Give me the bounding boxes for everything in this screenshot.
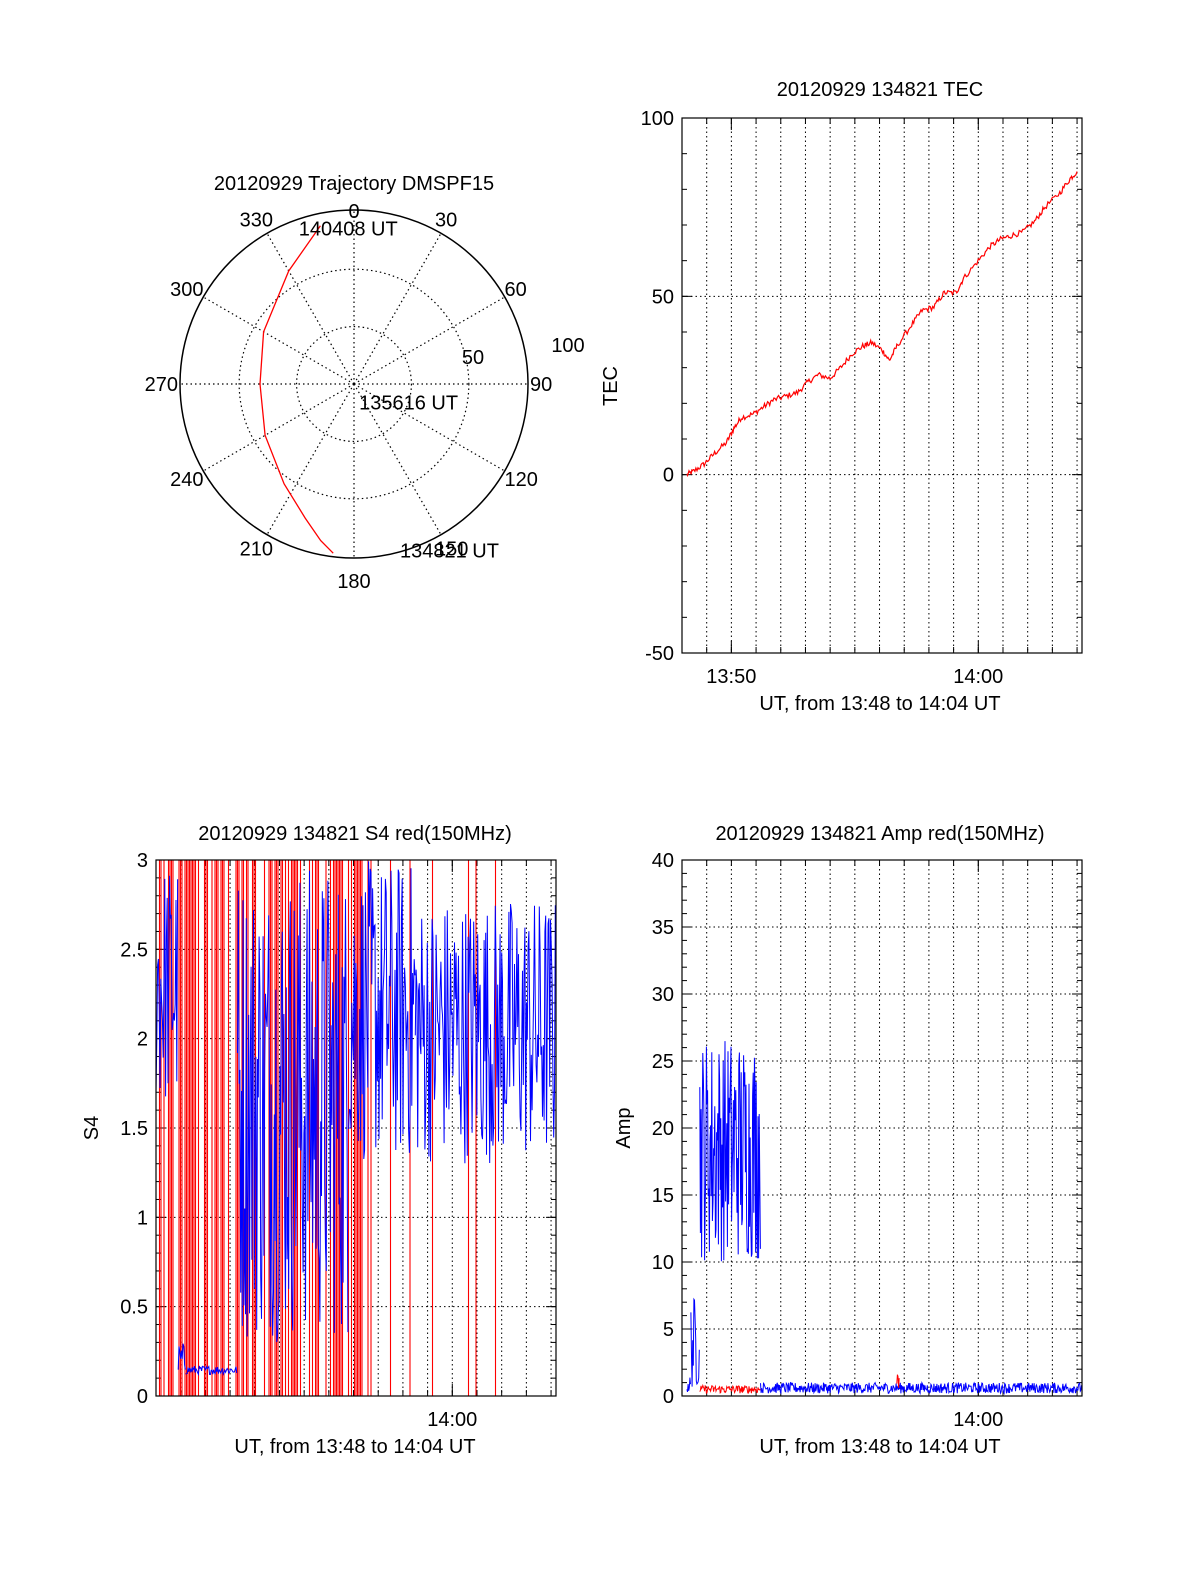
y-tick-label: 35 [652, 917, 674, 939]
s4-blue-series [185, 1365, 238, 1377]
polar-angle-ticks: 0 30 60 90 120 150 180 210 240 270 300 330 [145, 201, 553, 593]
polar-spoke-300 [203, 296, 355, 385]
s4-blue-series [348, 861, 416, 1160]
polar-spoke-240 [203, 383, 355, 472]
amp-red-series [699, 1383, 761, 1395]
trajectory-title: 20120929 Trajectory DMSPF15 [214, 173, 494, 195]
amp-blue-series [686, 1377, 691, 1393]
polar-radial-ticks: 50 100 [462, 335, 585, 369]
trajectory-track [259, 225, 334, 554]
x-tick-label: 14:00 [953, 1409, 1003, 1431]
trajectory-time-label: 134821 UT [400, 540, 499, 562]
polar-angle-tick: 60 [505, 279, 527, 301]
polar-angle-tick: 240 [170, 469, 203, 491]
trajectory-polar-panel: 20120929 Trajectory DMSPF15 0 30 60 90 120 15… [145, 173, 585, 593]
amp-ylabel: Amp [613, 1107, 635, 1148]
y-tick-label: 15 [652, 1185, 674, 1207]
polar-angle-tick: 330 [240, 209, 273, 231]
y-tick-label: 5 [663, 1319, 674, 1341]
amp-blue-series [699, 1041, 761, 1262]
polar-radial-tick: 100 [551, 335, 584, 357]
polar-spoke-210 [266, 383, 355, 535]
polar-angle-tick: 210 [240, 539, 273, 561]
y-tick-label: 0.5 [120, 1297, 148, 1319]
s4-blue-series [155, 875, 179, 1097]
polar-angle-tick: 180 [337, 571, 370, 593]
polar-angle-tick: 90 [530, 374, 552, 396]
tec-title: 20120929 134821 TEC [777, 79, 983, 101]
s4-blue-series [414, 903, 556, 1164]
y-tick-label: -50 [645, 643, 674, 665]
trajectory-time-label: 135616 UT [359, 393, 458, 415]
y-tick-label: 25 [652, 1051, 674, 1073]
polar-angle-tick: 30 [435, 209, 457, 231]
polar-angle-tick: 270 [145, 374, 178, 396]
s4-xlabel: UT, from 13:48 to 14:04 UT [234, 1436, 475, 1458]
x-tick-label: 14:00 [427, 1409, 477, 1431]
y-tick-label: 50 [652, 286, 674, 308]
y-tick-label: 2 [137, 1029, 148, 1051]
x-tick-label: 14:00 [953, 666, 1003, 688]
s4-panel: 20120929 134821 S4 red(150MHz) S4 UT, fr… [81, 823, 557, 1458]
plot-frame [681, 117, 1083, 654]
s4-title: 20120929 134821 S4 red(150MHz) [198, 823, 512, 845]
s4-blue-series [177, 1343, 186, 1370]
polar-angle-tick: 0 [348, 201, 359, 223]
trajectory-annotations: 140408 UT 135616 UT 134821 UT [299, 218, 499, 562]
polar-ring-1 [238, 268, 470, 500]
tec-xlabel: UT, from 13:48 to 14:04 UT [759, 693, 1000, 715]
polar-spoke-330 [266, 233, 355, 385]
tec-series-line [686, 171, 1078, 478]
polar-ring-0 [295, 325, 413, 443]
amp-blue-series [760, 1380, 1082, 1396]
polar-outer-ring [179, 209, 529, 559]
amp-panel: 20120929 134821 Amp red(150MHz) Amp UT, … [613, 823, 1083, 1458]
y-tick-label: 1.5 [120, 1118, 148, 1140]
polar-spoke-60 [353, 296, 505, 385]
polar-grid [179, 209, 529, 559]
amp-xlabel: UT, from 13:48 to 14:04 UT [759, 1436, 1000, 1458]
y-tick-label: 0 [137, 1386, 148, 1408]
y-tick-label: 1 [137, 1207, 148, 1229]
y-tick-label: 20 [652, 1118, 674, 1140]
polar-angle-tick: 300 [170, 279, 203, 301]
polar-spoke-120 [353, 383, 505, 472]
y-tick-label: 2.5 [120, 939, 148, 961]
y-tick-label: 3 [137, 850, 148, 872]
amp-blue-series [690, 1297, 700, 1387]
amp-red-series [896, 1374, 900, 1388]
y-tick-label: 40 [652, 850, 674, 872]
tec-panel: 20120929 134821 TEC TEC UT, from 13:48 t… [600, 79, 1083, 715]
polar-angle-tick: 150 [435, 539, 468, 561]
polar-spoke-150 [353, 383, 442, 535]
tec-ylabel: TEC [600, 366, 622, 406]
y-tick-label: 10 [652, 1252, 674, 1274]
polar-radial-tick: 50 [462, 347, 484, 369]
amp-title: 20120929 134821 Amp red(150MHz) [715, 823, 1044, 845]
polar-spoke-30 [353, 233, 442, 385]
y-tick-label: 0 [663, 1386, 674, 1408]
plot-frame [681, 859, 1083, 1397]
s4-blue-series [237, 870, 349, 1343]
y-tick-label: 0 [663, 465, 674, 487]
trajectory-time-label: 140408 UT [299, 218, 398, 240]
plot-frame [155, 859, 557, 1397]
y-tick-label: 30 [652, 984, 674, 1006]
s4-ylabel: S4 [81, 1116, 103, 1140]
x-tick-label: 13:50 [706, 666, 756, 688]
y-tick-label: 100 [641, 108, 674, 130]
polar-angle-tick: 120 [505, 469, 538, 491]
